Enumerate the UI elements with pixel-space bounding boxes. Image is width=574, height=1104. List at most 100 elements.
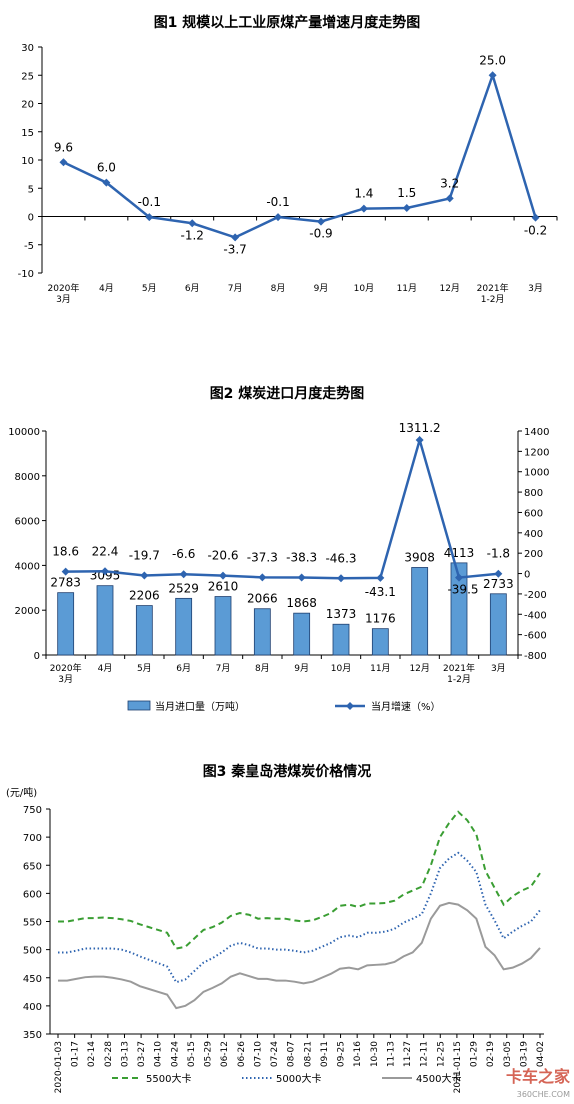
chart-2-bar-label: 2610 (208, 580, 239, 594)
chart-3-x-tick-label: 08-07 (287, 1041, 297, 1067)
chart-2-growth-point (337, 574, 345, 583)
chart-3-x-tick-label: 11-27 (403, 1041, 413, 1067)
chart-2-x-tick-label: 2021年 (443, 662, 475, 674)
chart-3-x-tick-label: 04-10 (154, 1041, 164, 1067)
chart-3-y-tick-label: 500 (23, 946, 42, 957)
chart-2-bar-label: 2066 (247, 592, 278, 606)
chart-3-x-tick-label: 09-25 (337, 1041, 347, 1067)
chart-1-data-point (531, 213, 540, 222)
chart-1-data-label: -3.7 (223, 242, 246, 256)
chart-3-y-tick-label: 650 (23, 861, 42, 872)
chart-1-data-point (59, 158, 68, 167)
chart-2-right-tick-label: 1400 (524, 427, 549, 438)
chart-1-data-label: -0.2 (524, 224, 547, 238)
watermark-logo: 卡车之家 360CHE.COM (506, 1067, 571, 1099)
chart-1-data-point (488, 71, 497, 80)
chart-3-x-tick-label: 07-24 (270, 1041, 280, 1067)
chart-1-data-label: 3.2 (440, 176, 459, 190)
chart-2-right-tick-label: -800 (524, 651, 547, 662)
chart-3-x-tick-label: 09-11 (320, 1041, 330, 1067)
chart-2-bar (411, 567, 429, 656)
chart-3-y-tick-label: 700 (23, 833, 42, 844)
chart-3-x-tick-label: 06-12 (220, 1041, 230, 1067)
chart-3-x-tick-label: 10-30 (370, 1041, 380, 1067)
chart-2-left-tick-label: 6000 (15, 517, 40, 528)
chart-1-x-tick-label: 8月 (271, 283, 286, 294)
chart-1-coal-output-growth: 图1 规模以上工业原煤产量增速月度走势图 -10 -5 0 5 10 15 20 25 30 20… (18, 14, 558, 305)
chart-1-data-label: 6.0 (97, 161, 116, 175)
chart-2-legend-bar-swatch (127, 700, 151, 711)
chart-2-bar (293, 612, 311, 656)
chart-1-y-tick-label: 15 (21, 128, 34, 139)
chart-2-growth-point (376, 573, 385, 582)
chart-2-x-tick-label: 8月 (255, 663, 270, 674)
chart-1-data-label: 9.6 (54, 140, 73, 154)
chart-2-bar-label: 2783 (50, 576, 81, 590)
chart-1-x-tick-label: 9月 (314, 283, 329, 294)
chart-2-right-tick-label: -400 (524, 610, 547, 621)
chart-2-bar-label: 1176 (365, 612, 396, 626)
chart-3-x-tick-label: 06-26 (237, 1041, 247, 1067)
chart-1-x-tick-label: 2021年 (477, 282, 509, 294)
chart-3-x-tick-label: 02-28 (104, 1041, 114, 1067)
chart-3-series-line-0 (58, 810, 541, 950)
chart-2-growth-point (415, 436, 424, 445)
chart-1-title: 图1 规模以上工业原煤产量增速月度走势图 (154, 14, 421, 31)
chart-3-x-tick-label: 12-25 (436, 1041, 446, 1067)
chart-3-x-tick-label: 08-21 (303, 1041, 313, 1067)
chart-2-growth-point (297, 573, 306, 582)
chart-3-y-tick-label: 350 (23, 1030, 42, 1041)
chart-1-x-tick-label: 4月 (99, 283, 114, 294)
chart-2-x-tick-label: 9月 (294, 663, 309, 674)
chart-2-bar-label: 1868 (286, 596, 317, 610)
chart-2-x-tick-label: 11月 (370, 663, 390, 674)
chart-1-data-label: -1.2 (180, 228, 203, 242)
chart-2-growth-label: -39.5 (447, 583, 478, 597)
chart-3-x-tick-label: 04-24 (170, 1041, 180, 1067)
chart-2-growth-point (219, 571, 227, 580)
chart-2-x-tick-label: 3月 (58, 674, 73, 685)
chart-1-x-tick-label: 7月 (228, 283, 243, 294)
watermark-logo-text: 卡车之家 (506, 1067, 571, 1086)
chart-2-bar (214, 596, 232, 656)
chart-1-y-tick-label: 30 (21, 43, 34, 54)
chart-2-right-tick-label: -600 (524, 631, 547, 642)
chart-2-growth-point (455, 573, 463, 582)
chart-3-y-tick-label: 550 (23, 918, 42, 929)
chart-2-growth-label: -19.7 (129, 549, 160, 563)
chart-3-series-line-2 (58, 901, 541, 1010)
chart-1-data-label: 1.5 (397, 186, 416, 200)
chart-2-growth-line (65, 435, 499, 580)
chart-2-title: 图2 煤炭进口月度走势图 (210, 385, 365, 402)
chart-2-growth-point (258, 573, 267, 582)
chart-2-legend-line-label: 当月增速（%） (371, 700, 441, 713)
chart-1-x-tick-label: 11月 (397, 283, 417, 294)
chart-3-y-tick-label: 750 (23, 805, 42, 816)
chart-3-legend-label: 5500大卡 (146, 1072, 191, 1085)
chart-2-right-tick-label: 600 (524, 508, 543, 519)
chart-2-bar (332, 623, 350, 656)
chart-2-growth-label: -46.3 (325, 551, 356, 565)
chart-2-x-tick-label: 2020年 (50, 662, 82, 674)
chart-2-growth-label: -6.6 (172, 547, 195, 561)
chart-3-y-tick-label: 450 (23, 974, 42, 985)
chart-2-growth-point (140, 571, 149, 580)
chart-2-right-tick-label: 0 (524, 570, 530, 581)
chart-2-right-tick-label: 800 (524, 488, 543, 499)
chart-2-growth-label: -37.3 (247, 550, 278, 564)
chart-3-legend-label: 5000大卡 (276, 1072, 321, 1085)
chart-2-right-tick-label: 1000 (524, 468, 549, 479)
chart-2-x-tick-label: 4月 (98, 663, 113, 674)
chart-1-x-tick-label: 5月 (142, 283, 157, 294)
chart-1-x-tick-label: 2020年 (48, 282, 80, 294)
chart-3-x-tick-label: 02-19 (486, 1041, 496, 1067)
chart-3-title: 图3 秦皇岛港煤炭价格情况 (203, 763, 372, 780)
chart-3-y-tick-label: 600 (23, 889, 42, 900)
chart-1-data-point (402, 204, 411, 213)
chart-1-x-tick-label: 6月 (185, 283, 200, 294)
chart-3-qinhuangdao-coal-prices: 图3 秦皇岛港煤炭价格情况 (元/吨) 350 400 450 500 550 600 65… (6, 763, 571, 1099)
chart-1-series-line (62, 71, 537, 239)
chart-2-x-tick-label: 1-2月 (447, 674, 471, 685)
chart-2-growth-point (61, 567, 70, 576)
chart-2-legend-bar-label: 当月进口量（万吨） (155, 700, 245, 713)
